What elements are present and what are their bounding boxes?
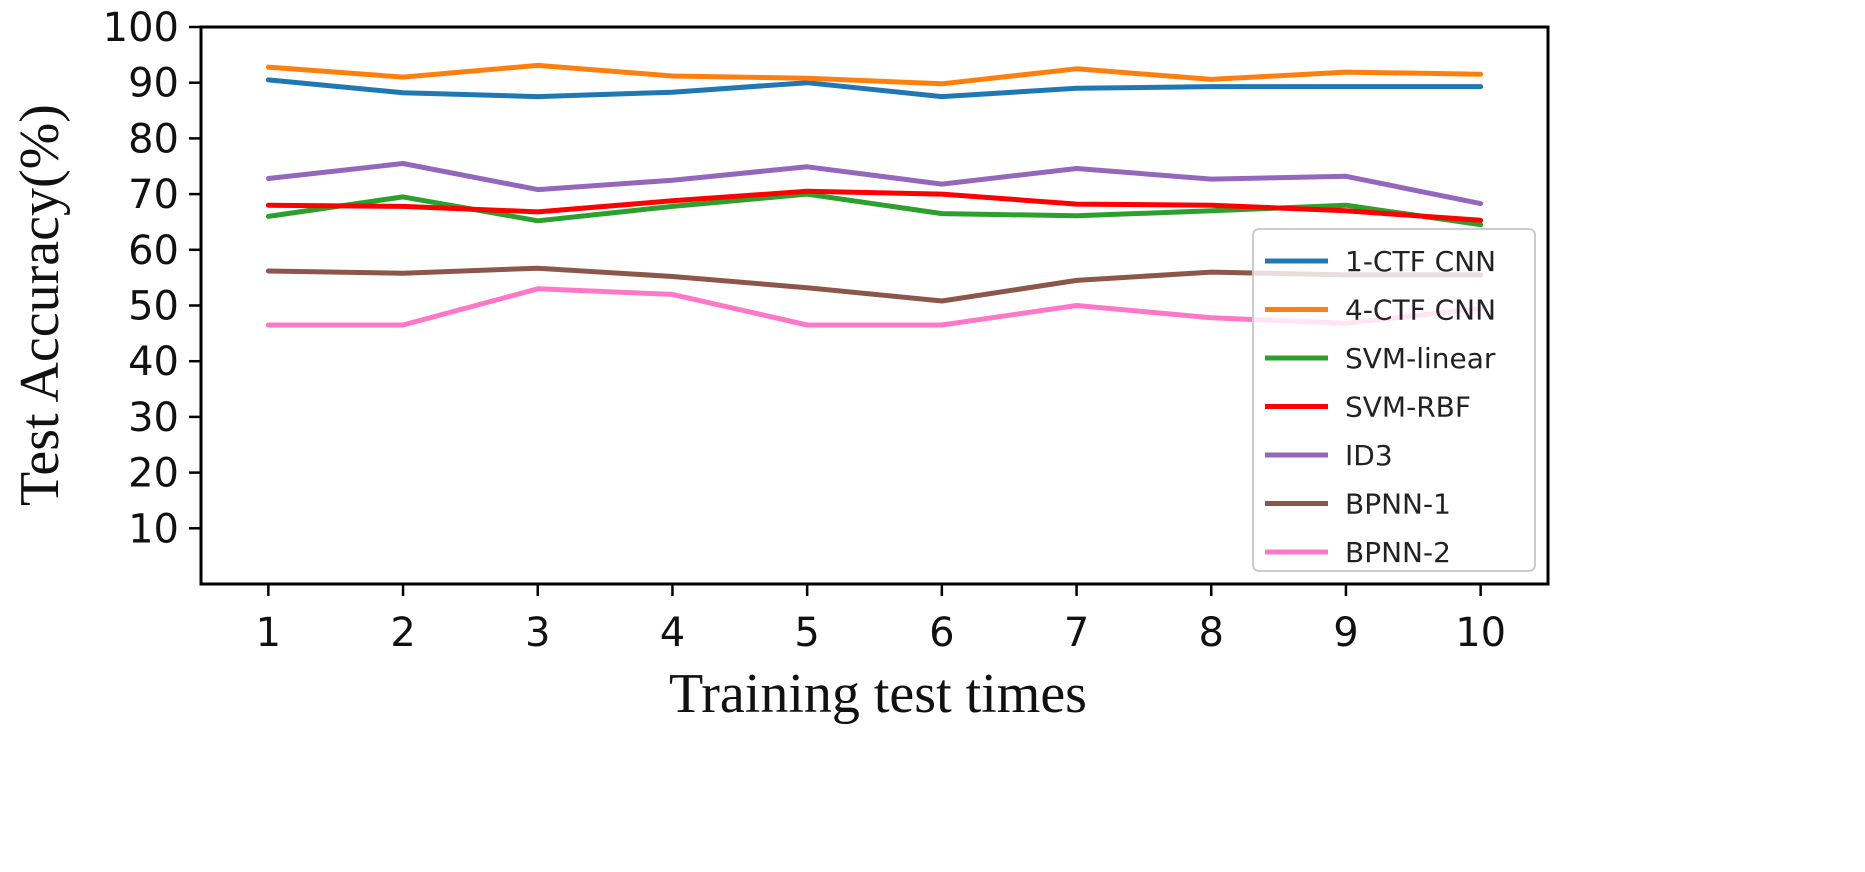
y-tick-label: 70 [128, 172, 179, 218]
x-tick-label: 9 [1333, 610, 1358, 656]
series-line-svm-rbf [265, 188, 1484, 223]
y-tick-label: 60 [128, 228, 179, 274]
legend-label-svm-linear: SVM-linear [1345, 342, 1496, 375]
series-line-4-ctf-cnn [265, 62, 1484, 87]
legend: 1-CTF CNN 4-CTF CNN SVM-linear SVM-RBF ID3 BP… [1252, 228, 1536, 572]
x-tick-label: 6 [929, 610, 954, 656]
series-line-1-ctf-cnn [265, 77, 1484, 100]
legend-label-bpnn-1: BPNN-1 [1345, 488, 1451, 521]
x-tick-label: 3 [525, 610, 550, 656]
x-tick-label: 8 [1199, 610, 1224, 656]
x-tick-label: 7 [1064, 610, 1089, 656]
y-tick-label: 90 [128, 61, 179, 107]
y-axis-title: Test Accuracy(%) [9, 104, 71, 506]
y-tick-label: 20 [128, 451, 179, 497]
plot-frame [199, 25, 1550, 586]
legend-label-id3: ID3 [1345, 439, 1393, 472]
y-tick-label: 40 [128, 339, 179, 385]
x-tick-label: 4 [660, 610, 685, 656]
legend-label-4-ctf-cnn: 4-CTF CNN [1345, 294, 1496, 327]
x-tick-label: 5 [794, 610, 819, 656]
y-tick-label: 10 [128, 506, 179, 552]
y-tick-label: 30 [128, 395, 179, 441]
y-tick-label: 100 [103, 5, 179, 51]
x-tick-label: 2 [390, 610, 415, 656]
y-tick-label: 80 [128, 116, 179, 162]
legend-label-svm-rbf: SVM-RBF [1345, 391, 1471, 424]
series-line-id3 [265, 161, 1484, 207]
plot-area [265, 62, 1484, 328]
x-tick-label: 10 [1455, 610, 1506, 656]
legend-box [1252, 228, 1536, 572]
x-axis-title: Training test times [669, 663, 1087, 725]
y-axis: 10 20 30 40 50 60 70 80 90 100 [103, 5, 201, 552]
legend-label-bpnn-2: BPNN-2 [1345, 536, 1451, 569]
x-axis: 1 2 3 4 5 6 7 8 9 10 [256, 584, 1506, 656]
x-tick-label: 1 [256, 610, 281, 656]
legend-label-1-ctf-cnn: 1-CTF CNN [1345, 245, 1496, 278]
y-tick-label: 50 [128, 284, 179, 330]
